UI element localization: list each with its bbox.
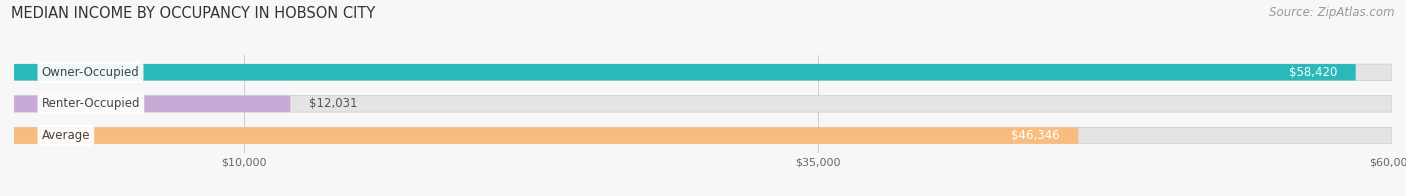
Text: Source: ZipAtlas.com: Source: ZipAtlas.com [1270,6,1395,19]
FancyBboxPatch shape [14,64,1392,81]
Text: $46,346: $46,346 [1011,129,1060,142]
Text: $58,420: $58,420 [1289,66,1337,79]
FancyBboxPatch shape [14,127,1078,144]
FancyBboxPatch shape [14,96,1392,112]
FancyBboxPatch shape [14,96,291,112]
FancyBboxPatch shape [14,127,1392,144]
FancyBboxPatch shape [14,64,1355,81]
Text: MEDIAN INCOME BY OCCUPANCY IN HOBSON CITY: MEDIAN INCOME BY OCCUPANCY IN HOBSON CIT… [11,6,375,21]
Text: $12,031: $12,031 [309,97,357,110]
Text: Owner-Occupied: Owner-Occupied [42,66,139,79]
Text: Renter-Occupied: Renter-Occupied [42,97,141,110]
Text: Average: Average [42,129,90,142]
